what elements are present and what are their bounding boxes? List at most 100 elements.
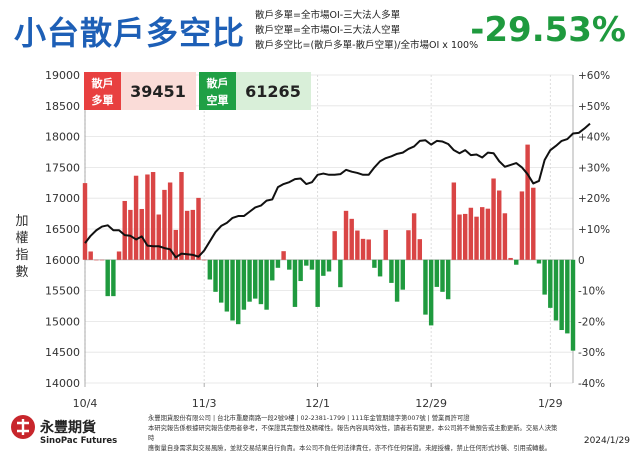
bar-negative [440,259,445,292]
bar-negative [514,259,519,265]
bar-negative [287,259,292,270]
bar-negative [428,259,434,326]
bar-negative [400,259,405,290]
bar-negative [423,259,428,315]
bar-positive [451,182,457,260]
bar-positive [156,214,161,260]
bar-positive [162,189,167,260]
y-tick-label: 17000 [45,192,80,205]
bar-positive [480,207,485,260]
bar-positive [190,209,196,260]
bar-positive [383,229,388,260]
bar-positive [88,251,93,260]
y-axis-right: +60% +50% +40% +30% +20% +10% 0 -10% -20% -30% -40… [578,70,610,390]
bar-positive [366,239,371,260]
definition-ratio: 散戶多空比=(散戶多單-散戶空單)/全市場OI x 100% [255,40,479,51]
bar-negative [224,259,230,312]
page-title: 小台散戶多空比 [14,14,246,52]
x-tick-label: 11/3 [192,397,217,410]
bar-negative [315,259,320,307]
bar-positive [417,239,423,260]
bar-positive [462,213,468,260]
bar-negative [394,259,400,302]
bar-positive [355,230,360,260]
y-axis-label-char: 權 [15,231,28,246]
bar-negative [247,259,252,302]
bar-positive [94,259,99,261]
y2-tick-label: -10% [578,286,605,298]
bar-positive [179,172,184,260]
bar-negative [236,259,241,325]
bar-negative [213,259,218,292]
y-tick-label: 19000 [45,69,80,82]
bar-series [82,144,576,351]
y2-tick-label: -30% [578,347,605,359]
report-date: 2024/1/29 [583,436,630,446]
bar-positive [99,259,105,261]
bar-negative [536,259,542,264]
bar-positive [184,210,190,260]
logo-icon [11,415,35,439]
bar-positive [196,197,201,260]
y-axis-label-char: 加 [15,214,28,229]
x-tick-label: 12/1 [305,397,330,410]
bar-negative [309,259,315,270]
disclaimer-line-3: 應衡量自身需求與交易風險，並就交易結果自行負責。本公司不負任何法律責任，亦不作任… [148,445,551,452]
chart: 19000 18500 18000 17500 17000 16500 16000 15500… [15,69,610,410]
bar-positive [360,238,366,260]
bar-negative [270,259,275,281]
bar-negative [570,259,576,351]
logo-text-cn: 永豐期貨 [40,420,96,436]
bar-positive [139,208,144,260]
long-box-label-2: 多單 [92,93,114,107]
bar-negative [389,259,394,283]
y-tick-label: 18000 [45,131,80,144]
bar-positive [343,210,349,260]
bar-positive [406,230,411,260]
x-tick-label: 1/29 [538,397,563,410]
short-box-label-1: 散戶 [207,76,229,90]
x-tick-label: 10/4 [73,397,98,410]
y2-tick-label: +40% [578,132,610,144]
bar-negative [218,259,224,303]
bar-negative [377,259,383,277]
y2-tick-label: +50% [578,101,610,113]
y-tick-label: 14500 [45,346,80,359]
x-tick-label: 12/29 [415,397,447,410]
bar-negative [105,259,110,297]
bar-negative [258,259,264,305]
bar-positive [502,213,508,260]
bar-positive [474,216,479,260]
y-tick-label: 14000 [45,377,80,390]
bar-positive [173,229,179,260]
bar-positive [349,218,354,260]
logo-text-en: SinoPac Futures [40,436,118,446]
bar-negative [207,259,213,280]
bar-positive [531,187,536,260]
bar-positive [332,231,337,260]
y-tick-label: 18500 [45,100,80,113]
bar-negative [565,259,570,334]
definitions: 散戶多單=全市場OI-三大法人多單 散戶空單=全市場OI-三大法人空單 散戶多空… [255,8,478,53]
short-box-value-bg [236,72,311,110]
y-tick-label: 16000 [45,254,80,267]
index-line [84,122,591,259]
bar-positive [201,259,207,261]
y2-tick-label: -40% [578,378,605,390]
y-tick-label: 17500 [45,161,80,174]
bar-positive [122,200,127,260]
short-box-label-2: 空單 [207,93,229,107]
bar-positive [167,182,173,260]
bar-positive [525,144,530,260]
bar-positive [411,213,417,260]
bar-negative [321,259,326,276]
bar-negative [298,259,303,282]
bar-negative [253,259,258,299]
y2-tick-label: +30% [578,162,610,174]
bar-positive [281,251,286,260]
bar-negative [264,259,269,310]
y2-tick-label: +60% [578,70,610,82]
bar-negative [553,259,559,321]
bar-positive [457,214,462,260]
bar-negative [559,259,564,331]
